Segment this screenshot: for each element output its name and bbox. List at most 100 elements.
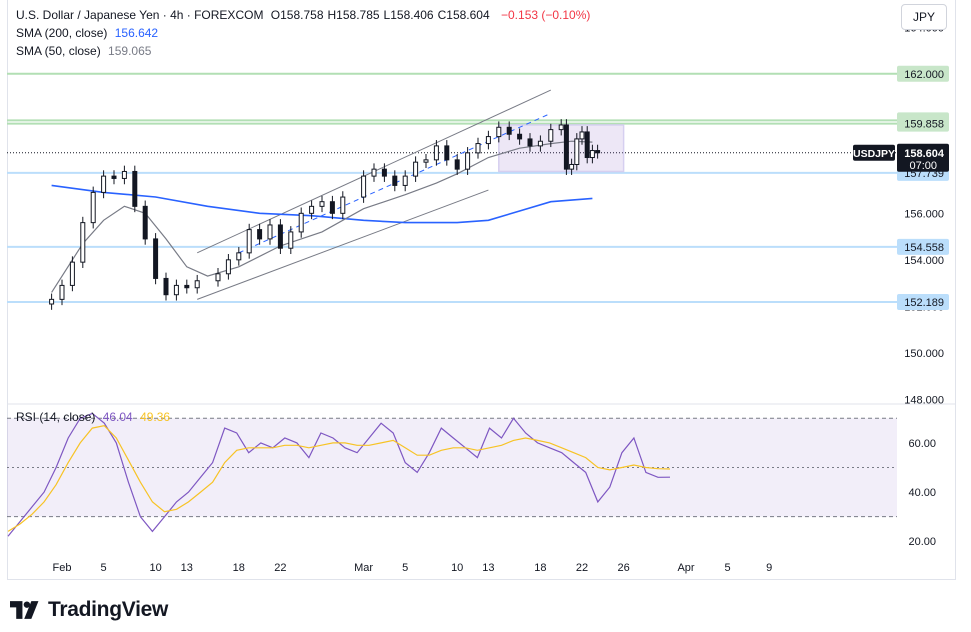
candle-body	[319, 201, 325, 207]
rsi-tick-label: 20.00	[908, 536, 936, 548]
time-tick-label: Apr	[677, 562, 694, 574]
candle-body	[288, 231, 294, 249]
rsi-ma-value: 49.36	[140, 410, 171, 424]
candle-body	[454, 159, 460, 170]
candle-body	[340, 196, 346, 214]
candle-body	[236, 252, 242, 261]
candle-body	[80, 222, 86, 263]
ohlc-h: H158.785	[327, 8, 380, 22]
candle-body	[558, 124, 564, 131]
candle-body	[433, 145, 439, 161]
symbol-legend: U.S. Dollar / Japanese Yen · 4h · FOREXC…	[16, 8, 594, 22]
sma200-label: SMA (200, close)	[16, 26, 108, 40]
candle-body	[329, 201, 335, 214]
sma50-value: 159.065	[108, 44, 152, 58]
candle-body	[257, 229, 263, 240]
level-tag-label: 156.000	[904, 208, 944, 220]
time-tick-label: 9	[766, 562, 772, 574]
sma50-legend[interactable]: SMA (50, close) 159.065	[16, 44, 155, 58]
candle-body	[381, 168, 387, 177]
candle-body	[506, 126, 512, 135]
time-tick-label: 10	[451, 562, 463, 574]
candle-body	[246, 229, 252, 254]
candle-body	[589, 150, 595, 159]
candle-body	[225, 259, 231, 275]
price-tick-label: 148.000	[904, 394, 944, 406]
time-tick-label: 5	[101, 562, 107, 574]
tradingview-logo-icon	[10, 601, 39, 619]
candle-body	[298, 212, 304, 233]
time-tick-label: 10	[149, 562, 161, 574]
ohlc-o: O158.758	[270, 8, 324, 22]
level-tag[interactable]	[897, 293, 949, 310]
candle-body	[548, 129, 554, 142]
candle-body	[402, 175, 408, 186]
level-tag-label: 152.189	[904, 297, 944, 309]
candle-body	[142, 205, 148, 240]
candle-body	[527, 138, 533, 147]
rsi-legend[interactable]: RSI (14, close) 46.04 49.36	[16, 410, 174, 424]
level-tag[interactable]	[897, 205, 949, 222]
currency-button[interactable]: JPY	[901, 4, 947, 30]
level-tag[interactable]	[897, 115, 949, 132]
time-tick-label: Feb	[53, 562, 72, 574]
sma50-line	[51, 140, 593, 293]
brand-name: TradingView	[48, 598, 169, 621]
candle-body	[371, 168, 377, 177]
candle-body	[277, 224, 283, 249]
level-tag-label: 154.558	[904, 242, 944, 254]
time-tick-label: 18	[233, 562, 245, 574]
chart-frame	[7, 0, 956, 580]
rsi-tick-label: 40.00	[908, 487, 936, 499]
rsi-ma-line	[7, 425, 671, 532]
level-tag-label: 159.858	[904, 119, 944, 131]
ohlc-l: L158.406	[383, 8, 434, 22]
channel-lower-line[interactable]	[197, 189, 489, 300]
ohlc-c: C158.604	[437, 8, 490, 22]
candle-body	[413, 161, 419, 177]
sma200-legend[interactable]: SMA (200, close) 156.642	[16, 26, 162, 40]
time-tick-label: 22	[576, 562, 588, 574]
candle-body	[579, 131, 585, 140]
candle-body	[49, 298, 55, 305]
candle-body	[595, 150, 601, 154]
candle-body	[537, 140, 543, 147]
price-tick-label: 150.000	[904, 348, 944, 360]
time-tick-label: 22	[274, 562, 286, 574]
candle-body	[90, 191, 96, 224]
candle-body	[59, 284, 65, 300]
time-tick-label: 5	[725, 562, 731, 574]
rsi-value: 46.04	[102, 410, 133, 424]
candle-body	[563, 124, 569, 170]
candle-body	[111, 175, 117, 179]
candle-body	[485, 136, 491, 145]
candle-body	[569, 163, 575, 170]
symbol-tag[interactable]	[853, 144, 895, 161]
candle-body	[267, 224, 273, 240]
candle-body	[184, 284, 190, 289]
candle-body	[69, 261, 75, 286]
candle-body	[121, 170, 127, 179]
legend-ohlc: O158.758 H158.785 L158.406 C158.604	[271, 8, 494, 22]
candle-body	[215, 273, 221, 282]
level-tag[interactable]	[897, 65, 949, 82]
candle-body	[517, 133, 523, 140]
candle-body	[465, 152, 471, 170]
rsi-label: RSI (14, close)	[16, 410, 96, 424]
level-tag[interactable]	[897, 238, 949, 255]
candle-body	[475, 143, 481, 154]
candle-body	[163, 277, 169, 296]
legend-title: U.S. Dollar / Japanese Yen · 4h · FOREXC…	[16, 8, 264, 22]
sma200-line	[51, 184, 593, 224]
time-tick-label: 18	[534, 562, 546, 574]
level-tag-label: 162.000	[904, 69, 944, 81]
candle-body	[444, 145, 450, 161]
sma50-label: SMA (50, close)	[16, 44, 101, 58]
last-price-tag[interactable]	[897, 143, 949, 172]
candle-body	[361, 175, 367, 198]
tradingview-logo[interactable]: TradingView	[10, 598, 168, 622]
time-tick-label: Mar	[354, 562, 373, 574]
countdown-label: 07:00	[909, 160, 937, 172]
candle-body	[132, 170, 138, 207]
